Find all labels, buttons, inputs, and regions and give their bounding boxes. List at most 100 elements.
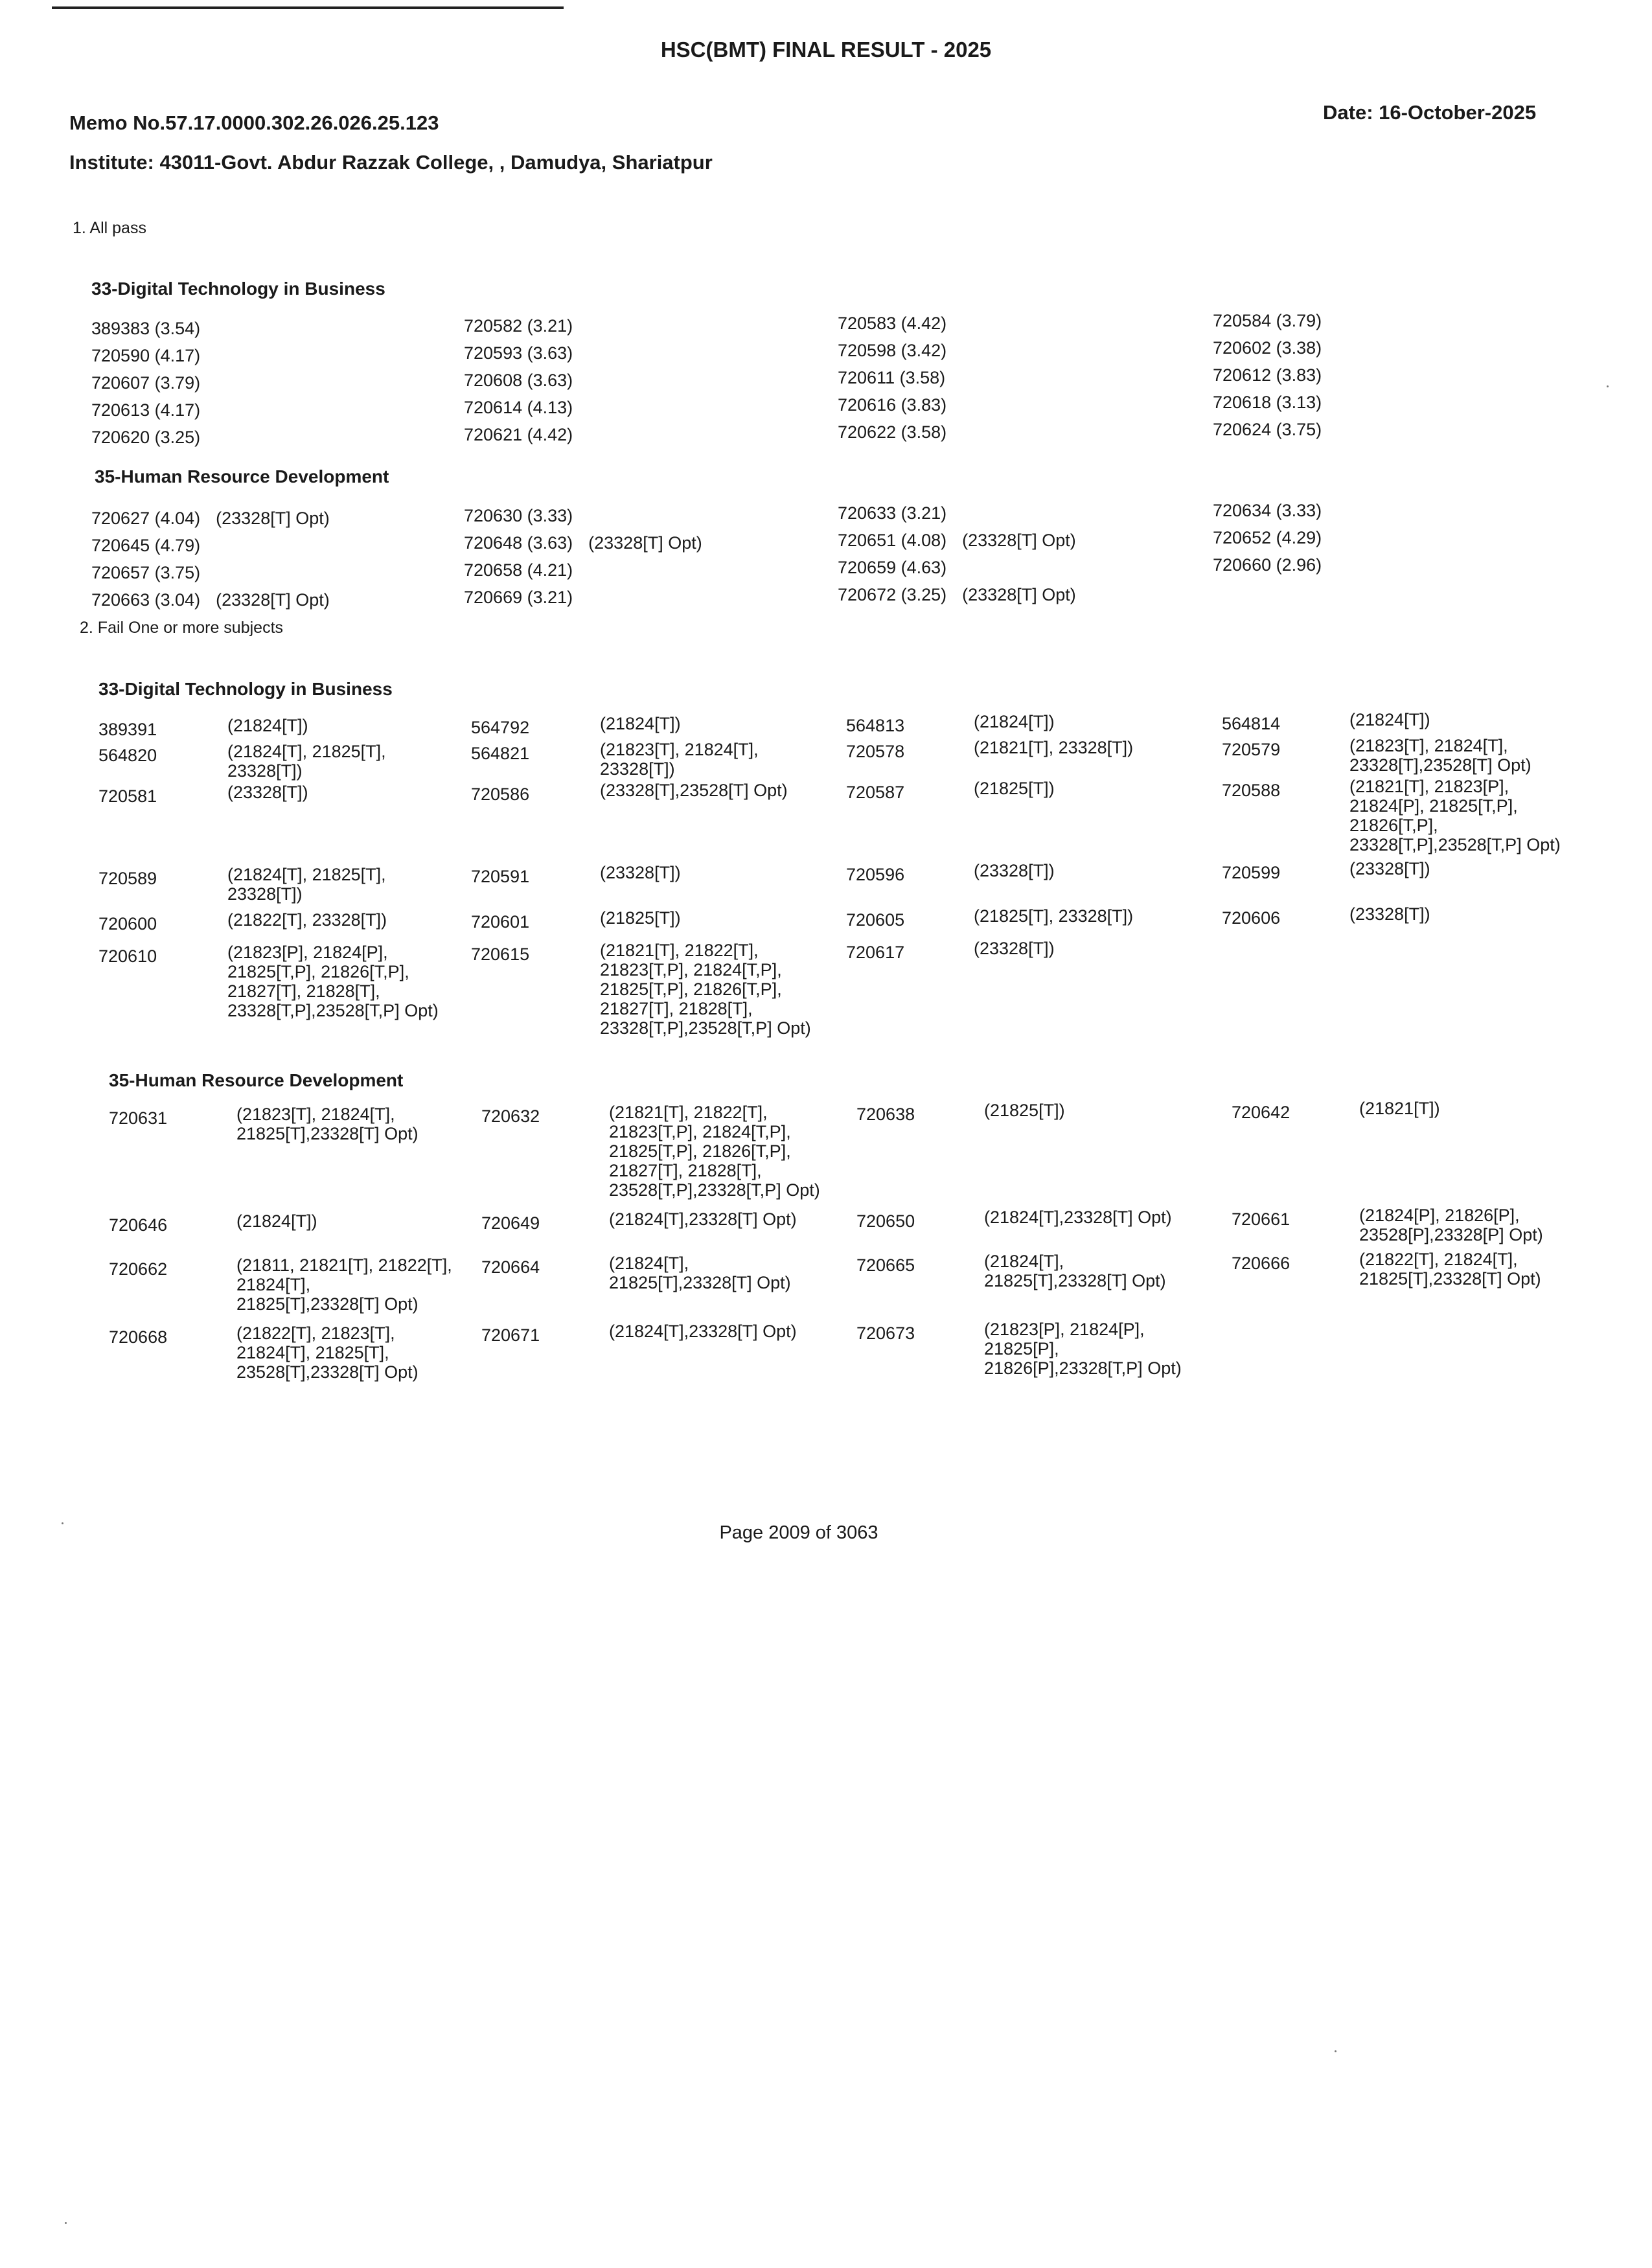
roll-gpa: 720627 (4.04): [91, 509, 201, 528]
roll-number: 720631: [109, 1108, 168, 1128]
roll-number: 720586: [471, 785, 530, 804]
roll-gpa: 720633 (3.21): [838, 503, 947, 523]
roll-gpa: 720584 (3.79): [1213, 311, 1322, 330]
roll-gpa: 720608 (3.63): [464, 371, 573, 390]
roll-gpa: 720612 (3.83): [1213, 365, 1322, 385]
roll-gpa: 720593 (3.63): [464, 343, 573, 363]
roll-number: 720610: [98, 946, 157, 966]
roll-gpa: 389383 (3.54): [91, 319, 201, 338]
pass-label: 1. All pass: [73, 219, 146, 237]
pass-entry: 720590 (4.17): [91, 346, 200, 365]
roll-gpa: 720651 (4.08): [838, 531, 947, 550]
failed-subjects: (23328[T]): [227, 783, 308, 802]
pass-entry: 720630 (3.33): [464, 506, 573, 525]
failed-subjects: (21825[T]): [984, 1101, 1065, 1120]
roll-gpa: 720634 (3.33): [1213, 501, 1322, 520]
roll-number: 720599: [1222, 863, 1281, 882]
roll-number: 564821: [471, 744, 530, 763]
roll-number: 720591: [471, 867, 530, 886]
roll-number: 564792: [471, 718, 530, 737]
pass-entry: 720602 (3.38): [1213, 338, 1322, 358]
roll-number: 720632: [481, 1106, 540, 1126]
roll-gpa: 720590 (4.17): [91, 346, 201, 365]
failed-subjects: (23328[T]): [1349, 904, 1430, 924]
roll-gpa: 720616 (3.83): [838, 395, 947, 415]
pass-entry: 720613 (4.17): [91, 400, 200, 420]
failed-subjects: (21825[T]): [974, 779, 1055, 798]
failed-subjects: (21822[T], 23328[T]): [227, 910, 387, 930]
pass-entry: 720659 (4.63): [838, 558, 946, 577]
failed-subjects: (21824[T]): [1349, 710, 1430, 729]
failed-subjects: (21823[T], 21824[T], 23328[T]): [600, 740, 759, 779]
failed-subjects: (21822[T], 21824[T], 21825[T],23328[T] O…: [1359, 1250, 1541, 1289]
pass-heading-dtb: 33-Digital Technology in Business: [91, 279, 385, 299]
pass-entry: 720658 (4.21): [464, 560, 573, 580]
roll-gpa: 720611 (3.58): [838, 368, 946, 387]
pass-entry: 720624 (3.75): [1213, 420, 1322, 439]
pass-entry: 720582 (3.21): [464, 316, 573, 336]
pass-entry: 720627 (4.04) (23328[T] Opt): [91, 509, 330, 528]
failed-subjects: (21822[T], 21823[T], 21824[T], 21825[T],…: [236, 1323, 419, 1382]
pass-entry: 720611 (3.58): [838, 368, 945, 387]
pass-entry: 720648 (3.63) (23328[T] Opt): [464, 533, 702, 553]
optional-subject: (23328[T] Opt): [216, 590, 330, 610]
failed-subjects: (21823[P], 21824[P], 21825[T,P], 21826[T…: [227, 943, 439, 1020]
scan-speck: [1607, 385, 1609, 387]
failed-subjects: (23328[T]): [600, 863, 681, 882]
roll-gpa: 720658 (4.21): [464, 560, 573, 580]
roll-gpa: 720659 (4.63): [838, 558, 947, 577]
roll-number: 720671: [481, 1325, 540, 1345]
pass-entry: 720584 (3.79): [1213, 311, 1322, 330]
pass-entry: 720663 (3.04) (23328[T] Opt): [91, 590, 330, 610]
page-number: Page 2009 of 3063: [719, 1522, 878, 1543]
pass-entry: 720612 (3.83): [1213, 365, 1322, 385]
roll-gpa: 720624 (3.75): [1213, 420, 1322, 439]
roll-gpa: 720621 (4.42): [464, 425, 573, 444]
roll-gpa: 720630 (3.33): [464, 506, 573, 525]
roll-number: 720668: [109, 1327, 168, 1347]
failed-subjects: (21824[T],23328[T] Opt): [609, 1322, 797, 1341]
failed-subjects: (21824[T]): [600, 714, 681, 733]
roll-gpa: 720652 (4.29): [1213, 528, 1322, 547]
roll-number: 720642: [1232, 1103, 1291, 1122]
roll-number: 720581: [98, 786, 157, 806]
roll-gpa: 720657 (3.75): [91, 563, 201, 582]
pass-entry: 720621 (4.42): [464, 425, 573, 444]
roll-gpa: 720660 (2.96): [1213, 555, 1322, 575]
institute: Institute: 43011-Govt. Abdur Razzak Coll…: [69, 151, 713, 174]
pass-entry: 720598 (3.42): [838, 341, 946, 360]
roll-number: 720664: [481, 1257, 540, 1277]
failed-subjects: (21824[T]): [236, 1211, 317, 1231]
roll-number: 720579: [1222, 740, 1281, 759]
failed-subjects: (21824[T], 21825[T], 23328[T]): [227, 865, 386, 904]
failed-subjects: (21821[T], 21823[P], 21824[P], 21825[T,P…: [1349, 777, 1561, 854]
roll-gpa: 720583 (4.42): [838, 314, 947, 333]
roll-gpa: 720598 (3.42): [838, 341, 947, 360]
roll-gpa: 720613 (4.17): [91, 400, 201, 420]
roll-number: 564813: [846, 716, 905, 735]
roll-gpa: 720645 (4.79): [91, 536, 201, 555]
failed-subjects: (21824[T]): [227, 716, 308, 735]
scan-speck: [1335, 2050, 1337, 2052]
fail-heading-dtb: 33-Digital Technology in Business: [98, 679, 393, 699]
failed-subjects: (21821[T]): [1359, 1099, 1440, 1118]
roll-number: 720661: [1232, 1209, 1291, 1229]
date: Date: 16-October-2025: [1323, 101, 1537, 124]
failed-subjects: (21825[T]): [600, 908, 681, 928]
failed-subjects: (23328[T]): [974, 861, 1055, 880]
failed-subjects: (21824[P], 21826[P], 23528[P],23328[P] O…: [1359, 1206, 1543, 1244]
failed-subjects: (21825[T], 23328[T]): [974, 906, 1134, 926]
roll-gpa: 720672 (3.25): [838, 585, 947, 604]
roll-number: 720649: [481, 1213, 540, 1233]
roll-number: 720601: [471, 912, 530, 932]
roll-gpa: 720648 (3.63): [464, 533, 573, 553]
roll-gpa: 720614 (4.13): [464, 398, 573, 417]
roll-number: 720650: [856, 1211, 915, 1231]
optional-subject: (23328[T] Opt): [962, 585, 1076, 604]
roll-number: 720588: [1222, 781, 1281, 800]
failed-subjects: (21824[T], 21825[T],23328[T] Opt): [609, 1254, 791, 1292]
pass-entry: 720634 (3.33): [1213, 501, 1322, 520]
pass-entry: 720651 (4.08) (23328[T] Opt): [838, 531, 1076, 550]
failed-subjects: (23328[T]): [1349, 859, 1430, 878]
roll-number: 720578: [846, 742, 905, 761]
